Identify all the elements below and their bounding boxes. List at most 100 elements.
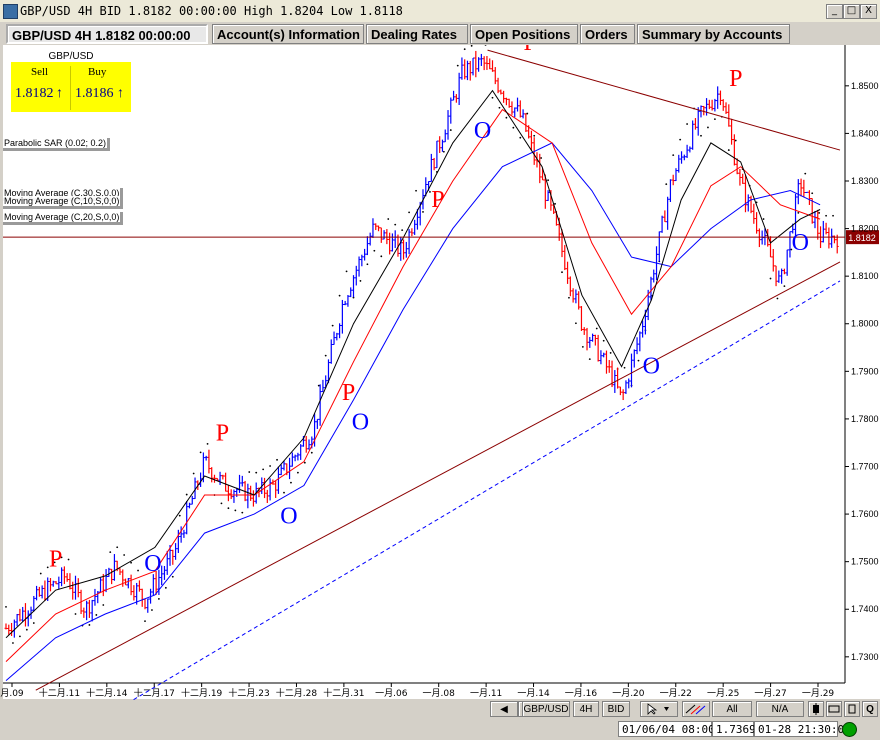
x-tick-label: 十二月.28	[276, 687, 318, 699]
y-tick-label: 1.8200	[851, 224, 879, 234]
sar-dot	[568, 296, 570, 299]
sar-dot	[463, 48, 466, 51]
sar-dot	[387, 218, 390, 220]
sar-dot	[137, 569, 139, 572]
sar-dot	[359, 280, 362, 282]
cursor-tool-button[interactable]	[640, 701, 678, 717]
sar-dot	[46, 566, 49, 569]
sar-dot	[185, 493, 188, 496]
sar-dot	[470, 45, 473, 47]
sar-dot	[554, 202, 556, 205]
y-tick-label: 1.7300	[851, 652, 879, 662]
annotation-o: O	[280, 504, 297, 530]
maximize-button[interactable]: □	[843, 4, 860, 19]
tab-chart[interactable]: GBP/USD 4H 1.8182 00:00:00	[6, 24, 208, 44]
sar-dot	[679, 138, 682, 141]
x-tick-label: 十二月.11	[39, 687, 80, 699]
y-tick-label: 1.7500	[851, 557, 879, 567]
sar-dot	[331, 324, 334, 327]
annotation-o: O	[792, 230, 809, 256]
sar-dot	[53, 561, 56, 564]
tab-account-information[interactable]: Account(s) Information	[212, 24, 364, 44]
quote-widget[interactable]: GBP/USD Sell Buy 1.8182 ↑ 1.8186 ↑	[11, 51, 131, 112]
sar-dot	[818, 212, 821, 214]
sar-dot	[12, 642, 14, 644]
sar-dot	[206, 442, 209, 445]
sar-dot	[248, 471, 251, 473]
sar-dot	[505, 116, 508, 119]
line-icon	[685, 704, 706, 715]
x-tick-label: 十二月.23	[228, 687, 269, 699]
sar-dot	[429, 191, 431, 193]
line-tool-button[interactable]	[682, 701, 710, 717]
status-time: 01/06/04 08:00	[618, 721, 715, 737]
sar-dot	[456, 64, 459, 67]
sar-dot	[338, 294, 341, 297]
sar-dot	[269, 465, 271, 467]
sar-dot	[144, 620, 146, 623]
tab-dealing-rates[interactable]: Dealing Rates	[366, 24, 468, 44]
search-icon[interactable]: Q	[862, 701, 878, 717]
sar-dot	[575, 322, 577, 325]
all-button[interactable]: All	[712, 701, 752, 717]
annotation-p: P	[216, 420, 229, 446]
window-titlebar: GBP/USD 4H BID 1.8182 00:00:00 High 1.82…	[0, 0, 880, 23]
sar-dot	[67, 558, 70, 561]
sar-dot	[609, 352, 612, 354]
x-axis-panel	[3, 683, 880, 699]
na-button[interactable]: N/A	[756, 701, 804, 717]
symbol-button[interactable]: GBP/USD	[522, 701, 570, 717]
close-button[interactable]: X	[860, 4, 877, 19]
sar-dot	[672, 154, 675, 157]
sar-dot	[769, 277, 772, 280]
x-tick-label: 十二月.19	[181, 687, 223, 699]
indicator-label-parabolic-sar: Parabolic SAR (0.02; 0.2)	[3, 138, 111, 151]
tab-summary-by-accounts[interactable]: Summary by Accounts	[637, 24, 790, 44]
sar-dot	[324, 354, 327, 357]
status-bar: ◀ ▶ GBP/USD 4H BID All N/A Q 01/06/04 08…	[0, 700, 880, 740]
sar-dot	[290, 481, 292, 484]
minimize-button[interactable]: _	[826, 4, 843, 19]
sar-dot	[60, 556, 63, 559]
annotation-p: P	[524, 45, 537, 56]
annotation-p: P	[49, 546, 62, 572]
sar-dot	[533, 134, 536, 137]
x-tick-label: 一月.11	[470, 688, 502, 699]
tab-open-positions[interactable]: Open Positions	[470, 24, 578, 44]
sar-dot	[116, 546, 119, 549]
sar-dot	[561, 271, 563, 274]
trendline-support	[35, 261, 841, 691]
status-price: 1.7369	[712, 721, 756, 737]
annotation-o: O	[144, 551, 161, 577]
sar-dot	[762, 218, 765, 220]
sar-dot	[102, 604, 105, 606]
sar-dot	[178, 514, 181, 517]
y-tick-label: 1.8500	[851, 81, 879, 91]
sar-dot	[366, 263, 369, 266]
sar-dot	[255, 471, 258, 474]
buy-price[interactable]: 1.8186	[75, 86, 114, 101]
annotation-p: P	[431, 187, 444, 213]
price-chart[interactable]: 1.8182 POPOPOPOPOPO 1.85001.84001.83001.…	[0, 45, 880, 700]
sar-dot	[164, 586, 167, 589]
zoom-out-icon[interactable]	[826, 701, 842, 717]
sar-dot	[373, 249, 376, 252]
candle-icon[interactable]	[808, 701, 824, 717]
tab-orders[interactable]: Orders	[580, 24, 635, 44]
x-tick-label: 一月.22	[660, 688, 692, 699]
sar-dot	[310, 451, 313, 454]
sar-dot	[512, 126, 515, 129]
sar-dot	[637, 359, 640, 362]
sell-price[interactable]: 1.8182	[15, 86, 54, 101]
y-axis-panel	[845, 45, 880, 683]
price-type-button[interactable]: BID	[602, 701, 630, 717]
sar-dot	[234, 509, 237, 512]
trendline-channel	[132, 280, 841, 700]
chart-area[interactable]: 1.8182 POPOPOPOPOPO 1.85001.84001.83001.…	[0, 45, 880, 700]
connection-status-icon	[842, 722, 857, 737]
scroll-left-button[interactable]: ◀	[490, 701, 518, 717]
y-tick-label: 1.7800	[851, 414, 879, 424]
x-tick-label: 十二月.31	[323, 687, 364, 699]
zoom-in-icon[interactable]	[844, 701, 860, 717]
timeframe-button[interactable]: 4H	[573, 701, 599, 717]
